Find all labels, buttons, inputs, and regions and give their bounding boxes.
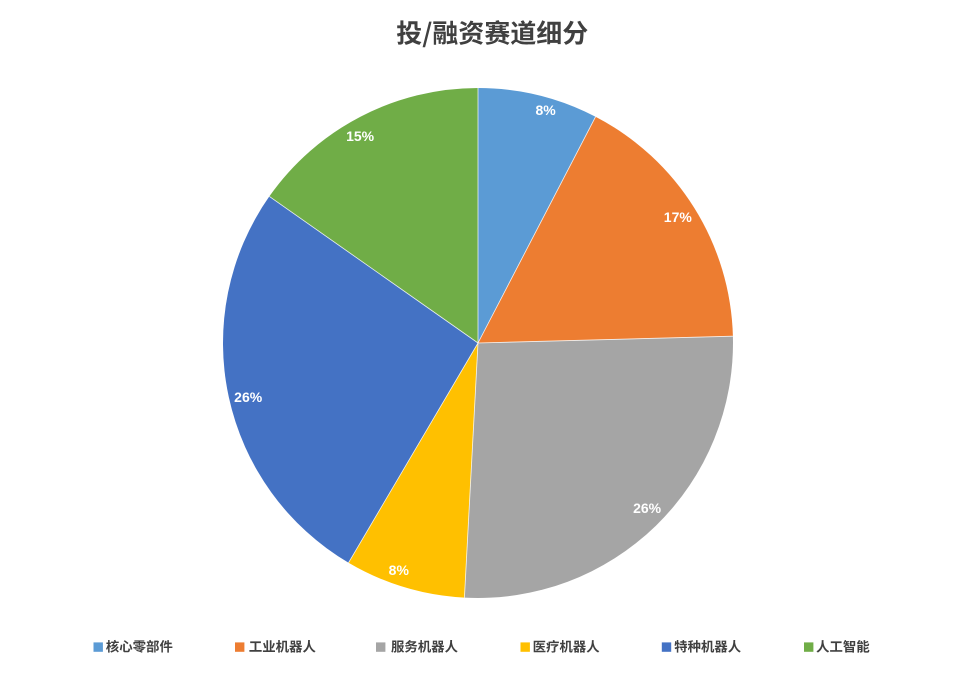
svg-text:26%: 26%: [633, 500, 662, 516]
svg-text:17%: 17%: [664, 209, 693, 225]
svg-text:8%: 8%: [389, 562, 410, 578]
svg-text:15%: 15%: [346, 128, 375, 144]
svg-text:26%: 26%: [234, 389, 263, 405]
svg-text:8%: 8%: [535, 102, 556, 118]
